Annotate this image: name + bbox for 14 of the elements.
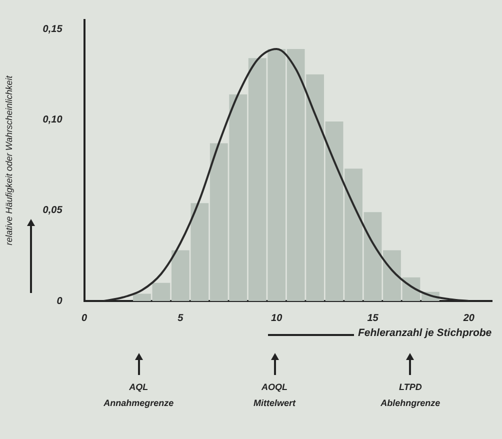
text: AQL Annahmegrenze	[104, 381, 174, 410]
y-tick-label: 0,05	[42, 205, 63, 216]
x-tick-label: 15	[367, 312, 379, 324]
text: AOQL Mittelwert	[254, 381, 296, 410]
y-tick-label: 0,10	[42, 114, 63, 126]
y-tick-label: 0	[56, 296, 63, 307]
text: LTPD Ablehngrenze	[380, 381, 440, 410]
x-tick-label: 20	[462, 312, 475, 324]
x-tick-label: 10	[271, 312, 283, 324]
y-tick-label: 0,15	[42, 24, 63, 35]
x-tick-label: 0	[81, 312, 88, 324]
x-tick-label: 5	[178, 312, 184, 324]
y-axis-title: relative Häufigkeit oder Wahrscheinlichkeit	[4, 75, 14, 246]
x-axis-title: Fehleranzahl je Stichprobe	[358, 327, 492, 339]
